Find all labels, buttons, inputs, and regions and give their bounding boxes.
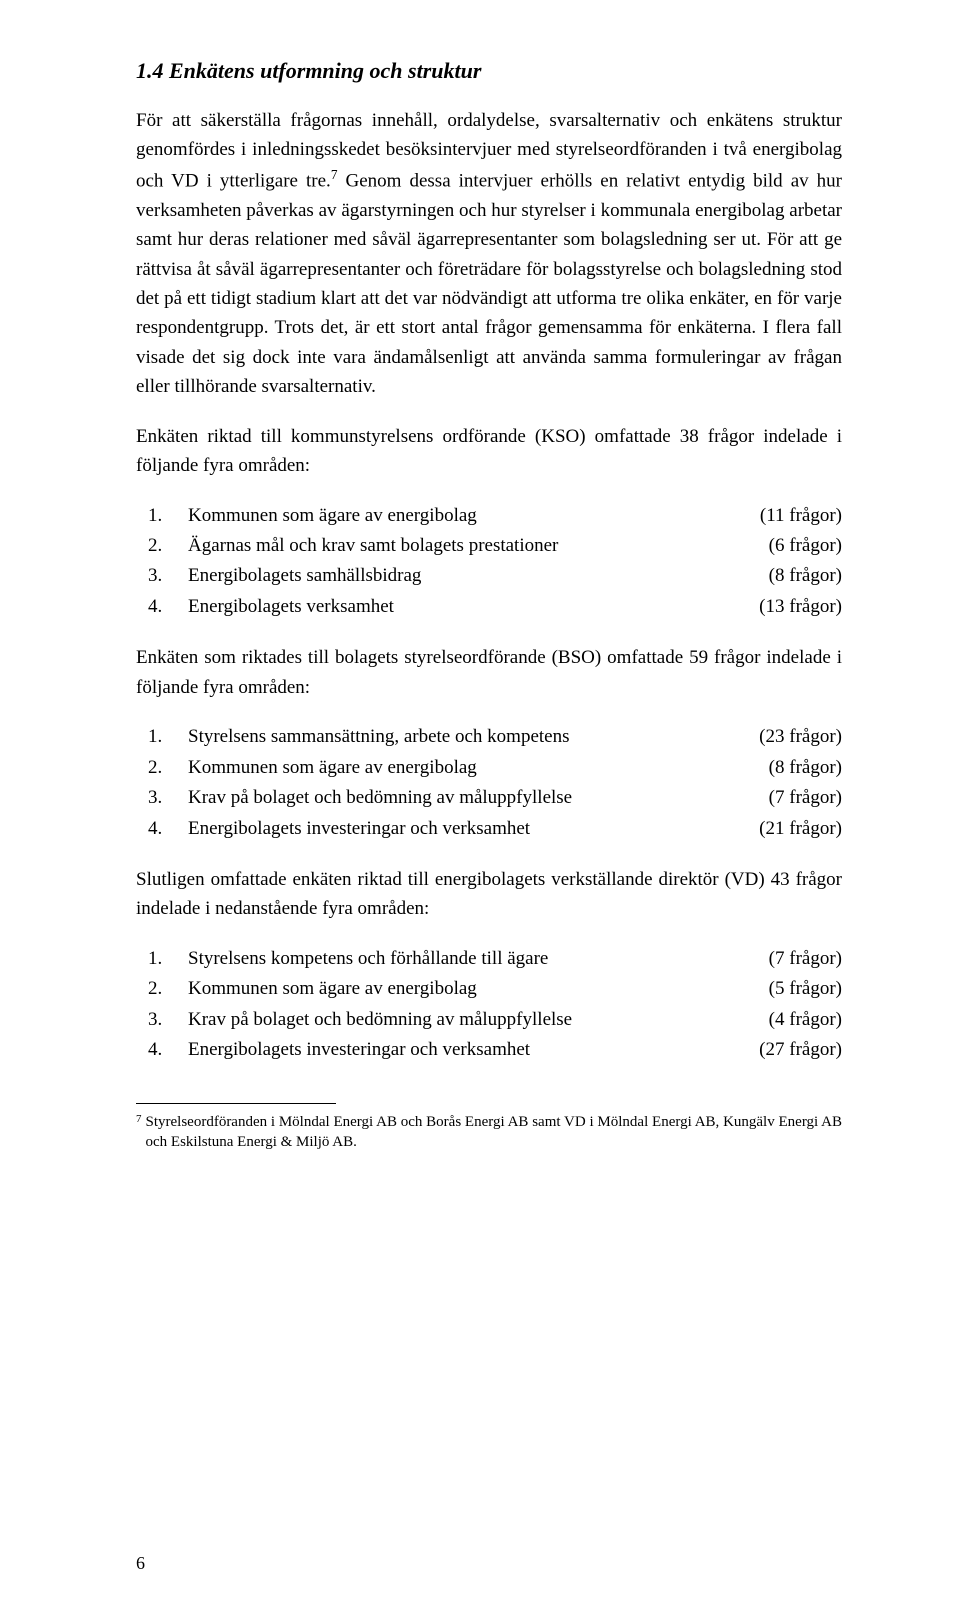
footnote: 7 Styrelseordföranden i Mölndal Energi A…	[136, 1112, 842, 1153]
list-item: 3. Krav på bolaget och bedömning av målu…	[136, 1005, 842, 1034]
list-item-label: Styrelsens sammansättning, arbete och ko…	[188, 722, 759, 751]
paragraph-3: Enkäten som riktades till bolagets styre…	[136, 643, 842, 702]
paragraph-2: Enkäten riktad till kommunstyrelsens ord…	[136, 422, 842, 481]
list-item-number: 4.	[136, 1035, 188, 1064]
document-page: 1.4 Enkätens utformning och struktur För…	[0, 0, 960, 1610]
list-item-label: Energibolagets investeringar och verksam…	[188, 1035, 759, 1064]
list-item-count: (6 frågor)	[769, 531, 842, 560]
list-item-number: 4.	[136, 814, 188, 843]
list-item: 2. Ägarnas mål och krav samt bolagets pr…	[136, 531, 842, 560]
list-item: 3. Krav på bolaget och bedömning av målu…	[136, 783, 842, 812]
list-item-label: Kommunen som ägare av energibolag	[188, 753, 769, 782]
list-item-count: (7 frågor)	[769, 783, 842, 812]
list-item-number: 4.	[136, 592, 188, 621]
list-item-label: Krav på bolaget och bedömning av måluppf…	[188, 1005, 769, 1034]
list-item-number: 2.	[136, 753, 188, 782]
list-item-count: (7 frågor)	[769, 944, 842, 973]
list-item-count: (13 frågor)	[759, 592, 842, 621]
list-item: 1. Styrelsens sammansättning, arbete och…	[136, 722, 842, 751]
list-item: 4. Energibolagets investeringar och verk…	[136, 814, 842, 843]
list-item: 3. Energibolagets samhällsbidrag (8 fråg…	[136, 561, 842, 590]
section-heading: 1.4 Enkätens utformning och struktur	[136, 58, 842, 84]
footnote-marker: 7	[136, 1112, 142, 1153]
list-item-number: 3.	[136, 561, 188, 590]
list-item-label: Energibolagets investeringar och verksam…	[188, 814, 759, 843]
list-item-label: Kommunen som ägare av energibolag	[188, 974, 769, 1003]
list-item-number: 3.	[136, 783, 188, 812]
list-item-count: (8 frågor)	[769, 753, 842, 782]
list-kso: 1. Kommunen som ägare av energibolag (11…	[136, 501, 842, 622]
list-item: 1. Kommunen som ägare av energibolag (11…	[136, 501, 842, 530]
list-item: 1. Styrelsens kompetens och förhållande …	[136, 944, 842, 973]
list-item-label: Energibolagets verksamhet	[188, 592, 759, 621]
list-item-count: (11 frågor)	[760, 501, 842, 530]
page-number: 6	[136, 1553, 145, 1574]
list-item: 2. Kommunen som ägare av energibolag (8 …	[136, 753, 842, 782]
list-item-number: 1.	[136, 501, 188, 530]
footnote-separator	[136, 1103, 336, 1104]
list-item-count: (4 frågor)	[769, 1005, 842, 1034]
paragraph-1: För att säkerställa frågornas innehåll, …	[136, 106, 842, 402]
list-item-count: (23 frågor)	[759, 722, 842, 751]
list-item-label: Energibolagets samhällsbidrag	[188, 561, 769, 590]
list-item-label: Styrelsens kompetens och förhållande til…	[188, 944, 769, 973]
list-item: 4. Energibolagets investeringar och verk…	[136, 1035, 842, 1064]
list-bso: 1. Styrelsens sammansättning, arbete och…	[136, 722, 842, 843]
list-item: 2. Kommunen som ägare av energibolag (5 …	[136, 974, 842, 1003]
list-item: 4. Energibolagets verksamhet (13 frågor)	[136, 592, 842, 621]
list-item-number: 2.	[136, 974, 188, 1003]
list-item-label: Ägarnas mål och krav samt bolagets prest…	[188, 531, 769, 560]
list-item-number: 1.	[136, 944, 188, 973]
list-item-count: (21 frågor)	[759, 814, 842, 843]
list-item-label: Krav på bolaget och bedömning av måluppf…	[188, 783, 769, 812]
list-item-count: (27 frågor)	[759, 1035, 842, 1064]
list-item-count: (5 frågor)	[769, 974, 842, 1003]
list-item-label: Kommunen som ägare av energibolag	[188, 501, 760, 530]
para1-text-after: Genom dessa intervjuer erhölls en relati…	[136, 170, 842, 397]
paragraph-4: Slutligen omfattade enkäten riktad till …	[136, 865, 842, 924]
list-item-number: 1.	[136, 722, 188, 751]
list-vd: 1. Styrelsens kompetens och förhållande …	[136, 944, 842, 1065]
footnote-text: Styrelseordföranden i Mölndal Energi AB …	[146, 1112, 843, 1153]
list-item-number: 2.	[136, 531, 188, 560]
list-item-count: (8 frågor)	[769, 561, 842, 590]
list-item-number: 3.	[136, 1005, 188, 1034]
